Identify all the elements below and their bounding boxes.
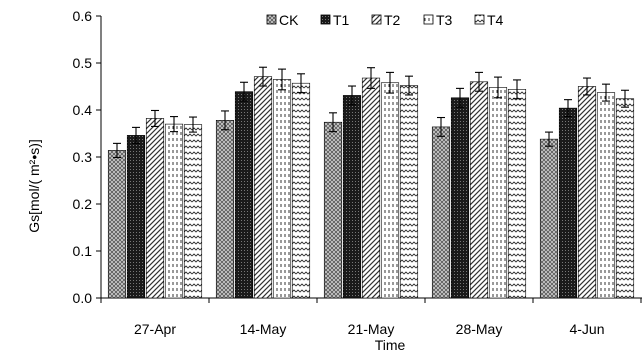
bar-t4-21-may bbox=[399, 85, 419, 299]
error-bar bbox=[240, 81, 248, 102]
error-bar bbox=[132, 126, 140, 144]
y-axis-ticks: 0.0 0.1 0.2 0.3 0.4 0.5 0.6 bbox=[73, 8, 101, 306]
legend-swatch bbox=[371, 14, 382, 25]
error-bar bbox=[189, 116, 197, 133]
bar-t2-14-may bbox=[253, 76, 273, 299]
y-tick-label: 0.2 bbox=[73, 196, 93, 212]
bar-t1-21-may bbox=[342, 95, 362, 299]
error-bar bbox=[329, 112, 337, 133]
bar-t3-21-may bbox=[380, 82, 400, 299]
legend-item-t1: T1 bbox=[320, 12, 350, 28]
y-tick-label: 0.1 bbox=[73, 243, 93, 259]
legend-item-t4: T4 bbox=[474, 12, 504, 28]
bars bbox=[107, 76, 635, 299]
bar-t1-27-apr bbox=[126, 135, 146, 299]
error-bar bbox=[348, 85, 356, 106]
bar-t1-14-may bbox=[234, 91, 254, 299]
bar-ck-28-may bbox=[431, 126, 451, 299]
bar-t2-4-jun bbox=[577, 86, 597, 299]
error-bar bbox=[113, 142, 121, 159]
x-tick-label: 21-May bbox=[348, 321, 395, 337]
legend-swatch bbox=[266, 14, 277, 25]
y-tick-label: 0.0 bbox=[73, 290, 93, 306]
bar-t4-4-jun bbox=[615, 98, 635, 299]
x-tick-label: 27-Apr bbox=[134, 321, 176, 337]
error-bar bbox=[545, 131, 553, 147]
error-bar bbox=[475, 71, 483, 92]
error-bar bbox=[221, 110, 229, 131]
error-bar bbox=[259, 66, 267, 87]
error-bar bbox=[456, 87, 464, 108]
legend-item-t2: T2 bbox=[371, 12, 401, 28]
bar-ck-14-may bbox=[215, 120, 235, 299]
error-bar bbox=[564, 99, 572, 118]
bar-t3-4-jun bbox=[596, 92, 616, 299]
y-tick-label: 0.4 bbox=[73, 102, 93, 118]
error-bar bbox=[386, 71, 394, 94]
bar-t2-27-apr bbox=[145, 118, 165, 299]
error-bar bbox=[437, 116, 445, 137]
legend-label: T1 bbox=[333, 12, 350, 28]
bar-ck-27-apr bbox=[107, 150, 127, 299]
x-tick-label: 28-May bbox=[456, 321, 503, 337]
legend-item-ck: CK bbox=[266, 12, 299, 28]
error-bar bbox=[602, 83, 610, 102]
bar-t4-27-apr bbox=[183, 124, 203, 299]
error-bar bbox=[278, 68, 286, 91]
bar-t4-28-may bbox=[507, 89, 527, 299]
x-axis-title: Time bbox=[375, 337, 406, 353]
legend-label: T3 bbox=[436, 12, 453, 28]
axes: 0.0 0.1 0.2 0.3 0.4 0.5 0.6 27-Apr 14-May 21-May… bbox=[26, 8, 642, 353]
bar-t2-21-may bbox=[361, 77, 381, 299]
legend: CK T1 T2 T3 T4 bbox=[266, 12, 504, 28]
bar-ck-4-jun bbox=[539, 138, 559, 299]
bar-t1-4-jun bbox=[558, 107, 578, 299]
legend-swatch bbox=[320, 14, 331, 25]
bar-t2-28-may bbox=[469, 81, 489, 299]
legend-swatch bbox=[474, 14, 485, 25]
error-bar bbox=[621, 89, 629, 108]
error-bar bbox=[494, 76, 502, 99]
x-tick-label: 14-May bbox=[240, 321, 287, 337]
x-axis-ticks: 27-Apr 14-May 21-May 28-May 4-Jun bbox=[100, 298, 642, 337]
error-bars bbox=[113, 66, 629, 159]
error-bar bbox=[170, 116, 178, 133]
error-bar bbox=[297, 73, 305, 94]
error-bar bbox=[513, 79, 521, 100]
legend-label: CK bbox=[279, 12, 299, 28]
y-tick-label: 0.6 bbox=[73, 8, 93, 24]
error-bar bbox=[151, 109, 159, 127]
y-tick-label: 0.3 bbox=[73, 149, 93, 165]
bar-t3-14-may bbox=[272, 79, 292, 299]
error-bar bbox=[583, 77, 591, 96]
bar-t4-14-may bbox=[291, 82, 311, 299]
y-axis-title: Gs[mol/( m²•s)] bbox=[26, 139, 42, 233]
legend-label: T2 bbox=[384, 12, 401, 28]
legend-label: T4 bbox=[487, 12, 504, 28]
bar-ck-21-may bbox=[323, 121, 343, 299]
bar-t3-28-may bbox=[488, 87, 508, 299]
x-tick-label: 4-Jun bbox=[569, 321, 604, 337]
error-bar bbox=[405, 75, 413, 96]
error-bar bbox=[367, 67, 375, 89]
legend-swatch bbox=[423, 14, 434, 25]
bar-t3-27-apr bbox=[164, 123, 184, 299]
bar-t1-28-may bbox=[450, 97, 470, 299]
legend-item-t3: T3 bbox=[423, 12, 453, 28]
y-tick-label: 0.5 bbox=[73, 55, 93, 71]
